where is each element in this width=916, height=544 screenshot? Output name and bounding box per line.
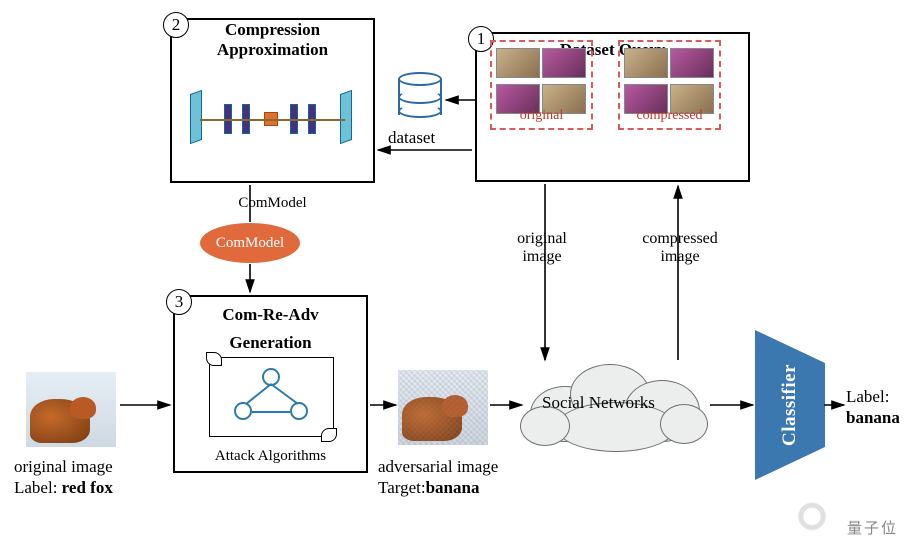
- attack-scroll-icon: [209, 357, 334, 437]
- box2-title-l1: Compression: [172, 20, 373, 40]
- thumb: [624, 48, 668, 78]
- original-image-thumb: [26, 372, 116, 447]
- adversarial-image-thumb: [398, 370, 488, 445]
- thumb: [496, 48, 540, 78]
- thumb-row: [496, 48, 587, 78]
- social-networks-label: Social Networks: [542, 393, 655, 413]
- caption-prefix: Label:: [14, 478, 62, 497]
- attack-algorithms-label: Attack Algorithms: [175, 448, 366, 465]
- thumb-row: [624, 48, 715, 78]
- thumb: [670, 48, 714, 78]
- step-number-2: 2: [163, 12, 189, 38]
- original-image-arrow-label: originalimage: [507, 230, 577, 267]
- caption-bold: banana: [426, 478, 480, 497]
- step-number-3: 3: [166, 289, 192, 315]
- caption-bold: red fox: [62, 478, 113, 497]
- adversarial-caption: adversarial image Target:banana: [378, 456, 498, 499]
- caption-line1: adversarial image: [378, 457, 498, 476]
- watermark-text: 量子位: [847, 517, 898, 538]
- box3-title-l1: Com-Re-Adv: [175, 305, 366, 325]
- caption-line1: original image: [14, 457, 113, 476]
- commodel-oval: ComModel: [200, 223, 300, 263]
- box3-title-l2: Generation: [175, 333, 366, 353]
- original-label: original: [492, 108, 591, 124]
- watermark-logo-icon: [796, 502, 828, 534]
- compressed-thumbs-group: compressed: [618, 40, 721, 130]
- output-label: Label: banana: [846, 386, 900, 429]
- com-re-adv-box: Com-Re-Adv Generation Attack Algorithms: [173, 295, 368, 473]
- commodel-label: ComModel: [172, 195, 373, 212]
- classifier-label: Classifier: [779, 364, 801, 446]
- compressed-image-arrow-label: compressedimage: [635, 230, 725, 267]
- thumb: [542, 48, 586, 78]
- nn-plane-icon: [340, 90, 352, 144]
- nn-plane-icon: [190, 90, 202, 144]
- original-caption: original image Label: red fox: [14, 456, 113, 499]
- output-line1: Label:: [846, 387, 889, 406]
- database-icon: [398, 72, 442, 122]
- output-bold: banana: [846, 408, 900, 427]
- dataset-label: dataset: [388, 128, 435, 148]
- compression-approx-box: Compression Approximation ComModel: [170, 18, 375, 183]
- original-thumbs-group: original: [490, 40, 593, 130]
- nn-diagram: [190, 92, 360, 148]
- nn-connector: [200, 119, 345, 121]
- box2-title-l2: Approximation: [172, 40, 373, 60]
- classifier-block: Classifier: [755, 330, 825, 480]
- compressed-label: compressed: [620, 108, 719, 124]
- caption-prefix: Target:: [378, 478, 426, 497]
